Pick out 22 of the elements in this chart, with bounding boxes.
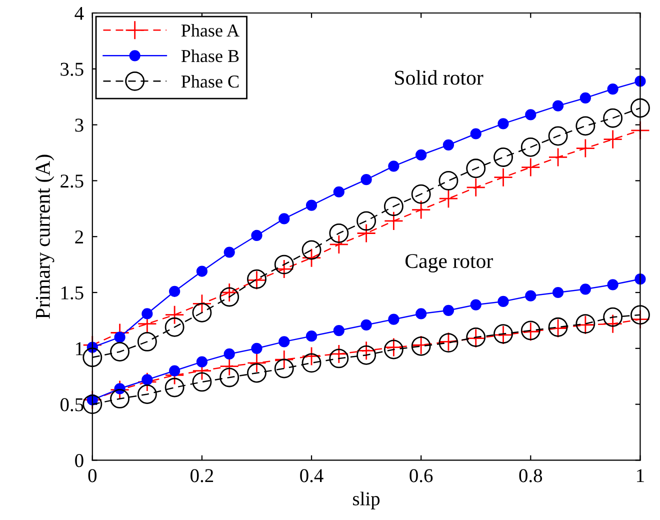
x-tick-label: 0.2 bbox=[190, 469, 214, 482]
annotation: Cage rotor bbox=[406, 254, 493, 272]
legend-label: Phase C bbox=[181, 74, 239, 88]
y-tick-label: 0 bbox=[75, 454, 84, 468]
y-tick-label: 4 bbox=[74, 6, 84, 20]
y-tick-label: 0.5 bbox=[60, 398, 84, 412]
x-tick-label: 0 bbox=[88, 469, 97, 482]
x-tick-label: 0.4 bbox=[300, 469, 324, 482]
x-axis-title: slip bbox=[353, 492, 380, 510]
y-tick-label: 2 bbox=[75, 230, 83, 244]
y-tick-label: 3 bbox=[75, 118, 84, 132]
y-tick-label: 1.5 bbox=[61, 286, 84, 300]
x-tick-label: 1 bbox=[637, 469, 644, 482]
x-tick-label: 0.8 bbox=[519, 469, 542, 482]
y-tick-label: 2.5 bbox=[60, 174, 84, 188]
annotation: Solid rotor bbox=[395, 70, 484, 85]
x-tick-label: 0.6 bbox=[410, 469, 433, 482]
y-tick-label: 3.5 bbox=[60, 62, 84, 76]
legend-label: Phase B bbox=[181, 49, 239, 62]
y-axis-title: Primary current (A) bbox=[35, 154, 54, 319]
legend-label: Phase A bbox=[181, 24, 240, 37]
y-tick-label: 1 bbox=[76, 342, 83, 356]
